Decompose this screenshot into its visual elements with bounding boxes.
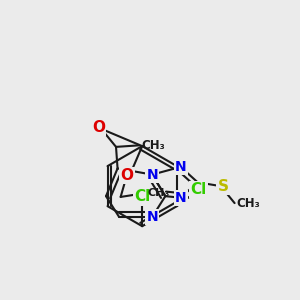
Text: CH₃: CH₃ — [236, 196, 260, 210]
Text: O: O — [120, 168, 133, 183]
Text: O: O — [92, 120, 105, 135]
Text: N: N — [175, 191, 187, 205]
Text: N: N — [146, 168, 158, 182]
Text: CH₃: CH₃ — [148, 188, 170, 198]
Text: N: N — [146, 210, 158, 224]
Text: S: S — [218, 178, 229, 194]
Text: N: N — [175, 160, 187, 174]
Text: CH₃: CH₃ — [141, 139, 165, 152]
Text: Cl: Cl — [134, 189, 150, 204]
Text: Cl: Cl — [190, 182, 207, 197]
